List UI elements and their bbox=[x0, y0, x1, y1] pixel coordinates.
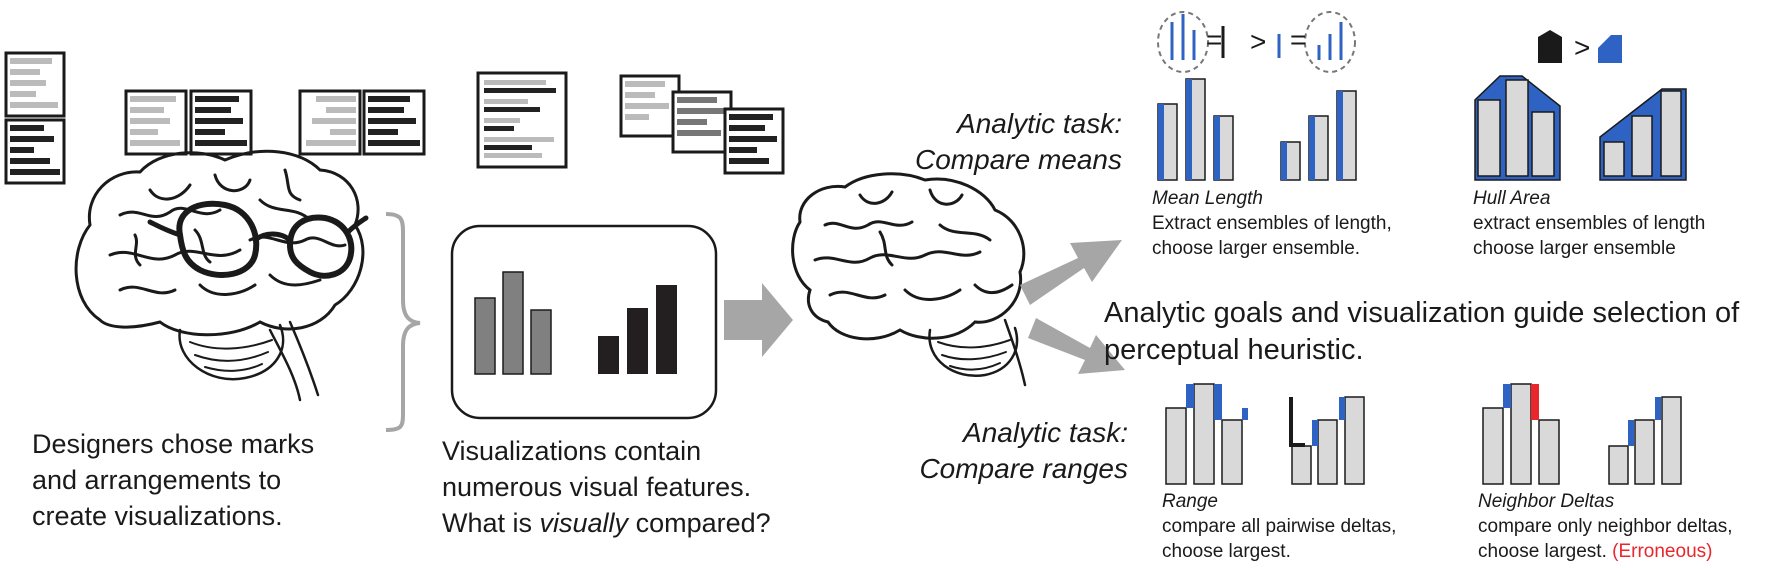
range-description: Range compare all pairwise deltas, choos… bbox=[1162, 489, 1396, 564]
hull-area-desc-1: extract ensembles of length bbox=[1473, 213, 1706, 234]
hull-area-desc-2: choose larger ensemble bbox=[1473, 238, 1676, 259]
visualizations-caption-line-2: numerous visual features. bbox=[442, 472, 752, 502]
mean-length-desc-1: Extract ensembles of length, bbox=[1152, 213, 1392, 234]
neighbor-deltas-description: Neighbor Deltas compare only neighbor de… bbox=[1478, 489, 1733, 564]
visualizations-caption-emphasis: visually bbox=[539, 508, 629, 538]
thumbnail-side-by-side bbox=[124, 89, 253, 156]
hull-area-title: Hull Area bbox=[1473, 188, 1551, 209]
range-desc-2: choose largest. bbox=[1162, 541, 1291, 562]
visualizations-caption-pre: What is bbox=[442, 508, 540, 538]
visualizations-caption-line-3: What is visually compared? bbox=[442, 505, 771, 541]
gray-bar-2 bbox=[502, 271, 524, 375]
task-ranges-line-1: Analytic task: bbox=[963, 417, 1128, 448]
design-thumbnails bbox=[4, 51, 785, 185]
range-title: Range bbox=[1162, 491, 1218, 512]
designers-caption-line-1: Designers chose marks bbox=[32, 429, 315, 459]
dark-bar-2 bbox=[627, 308, 648, 374]
mean-length-desc-2: choose larger ensemble. bbox=[1152, 238, 1361, 259]
designers-caption-line-2: and arrangements to bbox=[32, 465, 282, 495]
analyst-brain-illustration bbox=[791, 172, 1027, 387]
designer-brain-illustration bbox=[74, 149, 369, 402]
mean-length-title: Mean Length bbox=[1152, 188, 1263, 209]
range-chart bbox=[1165, 383, 1365, 485]
thumbnail-interleaved bbox=[476, 71, 568, 169]
mean-length-chart bbox=[1157, 78, 1357, 181]
goal-statement-line-1: Analytic goals and visualization guide s… bbox=[1104, 297, 1740, 329]
hull-area-description: Hull Area extract ensembles of length ch… bbox=[1473, 186, 1705, 261]
visualizations-caption: Visualizations contain numerous visual f… bbox=[442, 433, 771, 541]
mean-length-formula bbox=[1157, 11, 1356, 73]
visualizations-caption-post: compared? bbox=[628, 508, 771, 538]
thumbnail-mirrored bbox=[298, 89, 426, 156]
task-means-line-2: Compare means bbox=[915, 144, 1122, 175]
designers-caption-line-3: create visualizations. bbox=[32, 501, 283, 531]
hull-area-chart bbox=[1474, 75, 1687, 181]
neighbor-deltas-desc-2-text: choose largest. bbox=[1478, 541, 1613, 562]
range-desc-1: compare all pairwise deltas, bbox=[1162, 516, 1397, 537]
greater-symbol-2: > bbox=[1574, 32, 1591, 63]
gray-bar-1 bbox=[474, 297, 496, 375]
gray-bar-3 bbox=[530, 309, 552, 375]
thumbnail-stacked-pair bbox=[4, 51, 66, 185]
hull-area-formula bbox=[1538, 30, 1622, 63]
arrow-to-analyst bbox=[724, 283, 793, 357]
neighbor-deltas-desc-1: compare only neighbor deltas, bbox=[1478, 516, 1733, 537]
neighbor-deltas-title: Neighbor Deltas bbox=[1478, 491, 1615, 512]
task-compare-ranges: Analytic task: Compare ranges bbox=[870, 415, 1128, 487]
equals-symbol-2: = bbox=[1290, 24, 1307, 55]
arrow-to-means bbox=[1020, 240, 1122, 305]
dark-bar-1 bbox=[598, 336, 619, 374]
equals-symbol-1: = bbox=[1206, 24, 1223, 55]
arrow-to-ranges bbox=[1028, 318, 1125, 374]
erroneous-flag: (Erroneous) bbox=[1612, 541, 1713, 562]
visualization-bars bbox=[474, 271, 677, 375]
goal-statement: Analytic goals and visualization guide s… bbox=[1104, 295, 1739, 369]
designers-caption: Designers chose marks and arrangements t… bbox=[32, 426, 314, 534]
neighbor-deltas-desc-2: choose largest. (Erroneous) bbox=[1478, 539, 1733, 564]
mean-length-description: Mean Length Extract ensembles of length,… bbox=[1152, 186, 1392, 261]
visualizations-caption-line-1: Visualizations contain bbox=[442, 436, 702, 466]
neighbor-deltas-chart bbox=[1482, 383, 1682, 485]
task-means-line-1: Analytic task: bbox=[957, 108, 1122, 139]
grouping-brace bbox=[385, 212, 421, 432]
greater-symbol-1: > bbox=[1250, 26, 1267, 57]
dark-bar-3 bbox=[656, 285, 677, 374]
task-compare-means: Analytic task: Compare means bbox=[870, 106, 1122, 178]
thumbnail-overlapping-stack bbox=[619, 74, 785, 175]
task-ranges-line-2: Compare ranges bbox=[919, 453, 1128, 484]
goal-statement-line-2: perceptual heuristic. bbox=[1104, 334, 1364, 366]
